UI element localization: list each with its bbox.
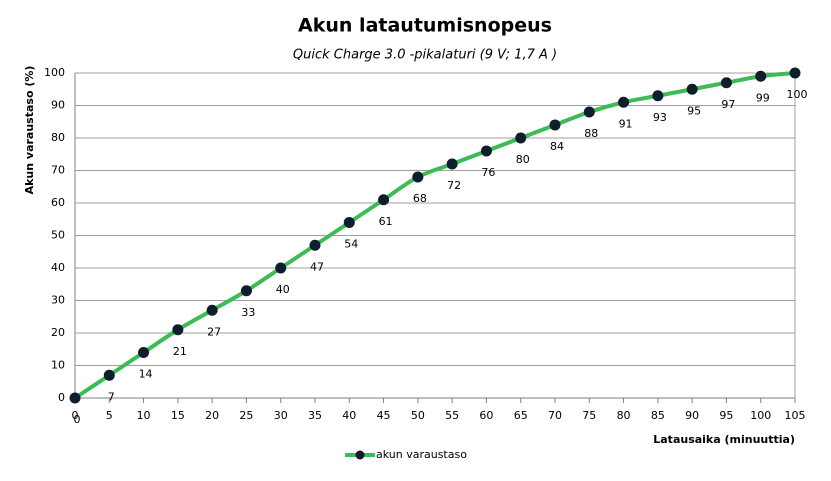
- y-tick-label: 90: [51, 99, 65, 112]
- y-tick-label: 20: [51, 326, 65, 339]
- data-point: [549, 119, 561, 131]
- x-tick-label: 45: [377, 409, 391, 422]
- data-label: 100: [787, 88, 808, 101]
- x-tick-label: 65: [514, 409, 528, 422]
- y-tick-label: 30: [51, 294, 65, 307]
- y-tick-label: 0: [58, 391, 65, 404]
- x-tick-label: 95: [719, 409, 733, 422]
- x-tick-label: 0: [72, 409, 79, 422]
- x-tick-label: 60: [479, 409, 493, 422]
- x-tick-label: 80: [617, 409, 631, 422]
- data-label: 97: [721, 98, 735, 111]
- legend-marker: [355, 450, 365, 460]
- data-point: [618, 96, 630, 108]
- data-label: 40: [276, 283, 290, 296]
- x-tick-label: 70: [548, 409, 562, 422]
- data-point: [789, 67, 801, 79]
- chart-title: Akun latautumisnopeus: [298, 15, 552, 37]
- data-point: [412, 171, 424, 183]
- data-label: 72: [447, 179, 461, 192]
- x-tick-label: 5: [106, 409, 113, 422]
- x-tick-label: 20: [205, 409, 219, 422]
- x-axis-label: Latausaika (minuuttia): [653, 433, 795, 446]
- data-point: [652, 90, 664, 102]
- x-tick-label: 30: [274, 409, 288, 422]
- data-label: 7: [108, 390, 115, 403]
- data-label: 76: [481, 166, 495, 179]
- data-point: [240, 285, 252, 297]
- x-tick-label: 105: [785, 409, 806, 422]
- x-tick-label: 40: [342, 409, 356, 422]
- data-label: 99: [756, 91, 770, 104]
- data-label: 27: [207, 325, 221, 338]
- x-tick-label: 75: [582, 409, 596, 422]
- data-label: 14: [139, 368, 153, 381]
- data-point: [480, 145, 492, 157]
- x-tick-label: 50: [411, 409, 425, 422]
- x-tick-label: 85: [651, 409, 665, 422]
- data-label: 61: [379, 215, 393, 228]
- x-tick-label: 35: [308, 409, 322, 422]
- data-label: 33: [241, 306, 255, 319]
- x-tick-label: 90: [685, 409, 699, 422]
- legend-label: akun varaustaso: [376, 448, 467, 461]
- data-point: [275, 262, 287, 274]
- series-line: [73, 71, 796, 400]
- y-tick-label: 100: [44, 66, 65, 79]
- data-point: [172, 324, 184, 336]
- data-point: [755, 70, 767, 82]
- data-point: [446, 158, 458, 170]
- data-label: 95: [687, 104, 701, 117]
- data-point: [720, 77, 732, 89]
- data-point: [686, 83, 698, 95]
- data-point: [69, 392, 81, 404]
- data-label: 84: [550, 140, 564, 153]
- data-point: [103, 369, 115, 381]
- x-tick-label: 15: [171, 409, 185, 422]
- y-tick-label: 60: [51, 196, 65, 209]
- y-tick-label: 70: [51, 164, 65, 177]
- y-tick-label: 10: [51, 359, 65, 372]
- y-tick-label: 50: [51, 229, 65, 242]
- x-tick-label: 10: [137, 409, 151, 422]
- data-label: 93: [653, 111, 667, 124]
- data-label: 54: [344, 238, 358, 251]
- data-point: [583, 106, 595, 118]
- data-label: 21: [173, 345, 187, 358]
- data-label: 88: [584, 127, 598, 140]
- data-label: 91: [619, 117, 633, 130]
- data-label: 0: [74, 413, 81, 426]
- data-label: 80: [516, 153, 530, 166]
- data-point: [515, 132, 527, 144]
- y-tick-label: 80: [51, 131, 65, 144]
- data-label: 68: [413, 192, 427, 205]
- x-tick-label: 100: [750, 409, 771, 422]
- data-point: [206, 304, 218, 316]
- data-point: [378, 194, 390, 206]
- y-axis-label: Akun varaustaso (%): [23, 66, 36, 195]
- y-tick-label: 40: [51, 261, 65, 274]
- data-label: 47: [310, 260, 324, 273]
- data-point: [343, 217, 355, 228]
- chart-subtitle: Quick Charge 3.0 -pikalaturi (9 V; 1,7 A…: [293, 48, 557, 63]
- x-tick-label: 25: [239, 409, 253, 422]
- x-tick-label: 55: [445, 409, 459, 422]
- data-point: [138, 347, 150, 358]
- data-point: [309, 239, 321, 251]
